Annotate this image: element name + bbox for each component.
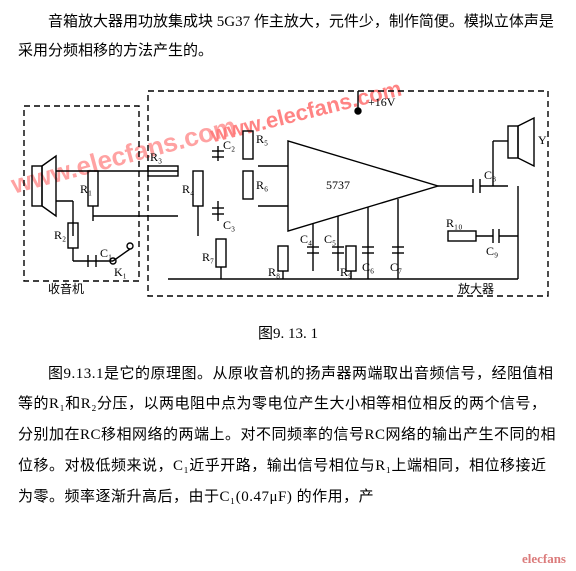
label-R2: R₂ bbox=[54, 228, 66, 242]
body-text: 图9.13.1是它的原理图。从原收音机的扬声器两端取出音频信号，经阻值相等的R₁… bbox=[18, 359, 558, 513]
label-C6: C₆ bbox=[362, 260, 374, 274]
label-R4: R₄ bbox=[182, 182, 194, 196]
figure-caption: 图9. 13. 1 bbox=[18, 320, 558, 349]
label-C2: C₂ bbox=[223, 138, 235, 152]
label-amp: 放大器 bbox=[458, 281, 494, 296]
label-R1: R₁ bbox=[80, 182, 92, 196]
label-C1: C₁ bbox=[100, 246, 112, 260]
label-R8: R₈ bbox=[268, 265, 280, 279]
label-R7: R₇ bbox=[202, 250, 214, 264]
intro-text: 音箱放大器用功放集成块 5G37 作主放大，元件少，制作简便。模拟立体声是采用分… bbox=[18, 8, 558, 65]
label-radio: 收音机 bbox=[48, 281, 84, 296]
label-R10: R₁₀ bbox=[446, 216, 462, 230]
label-C9: C₉ bbox=[486, 244, 498, 258]
label-Y: Y bbox=[538, 133, 547, 147]
label-C8: C₈ bbox=[484, 168, 496, 182]
label-R9: R₉ bbox=[340, 265, 352, 279]
label-C7: C₇ bbox=[390, 260, 402, 274]
label-C5: C₅ bbox=[324, 232, 336, 246]
circuit-figure: www.elecfans.com www.elecfans.com bbox=[18, 71, 558, 316]
circuit-diagram: +16V 5737 R₁ R₂ R₃ R₄ R₅ R₆ R₇ R₈ R₉ R₁₀… bbox=[18, 71, 558, 316]
label-ic: 5737 bbox=[326, 178, 350, 192]
label-psu: +16V bbox=[368, 95, 396, 109]
label-C4: C₄ bbox=[300, 232, 312, 246]
label-R5: R₅ bbox=[256, 132, 268, 146]
label-R3: R₃ bbox=[150, 150, 162, 164]
corner-watermark: elecfans bbox=[522, 551, 566, 567]
label-K1: K₁ bbox=[114, 265, 127, 279]
label-R6: R₆ bbox=[256, 178, 268, 192]
label-C3: C₃ bbox=[223, 218, 235, 232]
